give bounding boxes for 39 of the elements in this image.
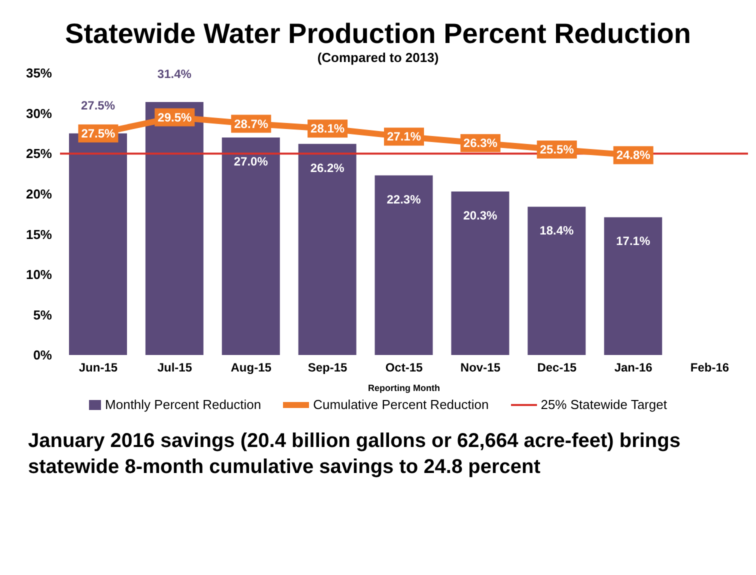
y-tick-label: 30% <box>26 106 52 121</box>
x-tick-label: Jan-16 <box>614 360 653 375</box>
x-tick-label: Sep-15 <box>308 360 348 375</box>
chart-title: Statewide Water Production Percent Reduction <box>64 18 692 50</box>
data-label: 31.4% <box>157 67 192 82</box>
bar <box>528 206 586 355</box>
data-label: 27.0% <box>234 154 268 168</box>
bar <box>451 191 510 355</box>
text: January 2016 savings (20.4 billion gallons or 62,664 acre-feet) brings statewide 8-month cumulative savings to 24.8 percent <box>28 429 682 480</box>
x-tick-label: Jul-15 <box>157 360 192 375</box>
y-tick-label: 5% <box>33 307 52 322</box>
x-axis-title: Reporting Month <box>368 383 440 393</box>
y-tick-label: 20% <box>26 186 52 202</box>
legend-label: Cumulative Percent Reduction <box>312 397 489 412</box>
y-tick-label: 10% <box>26 267 52 282</box>
y-tick-label: 25% <box>26 146 52 162</box>
data-label: 26.2% <box>310 160 345 175</box>
data-label: 27.5% <box>80 98 116 112</box>
bar <box>298 144 356 355</box>
x-tick-label: Feb-16 <box>690 360 730 375</box>
data-label: 17.1% <box>616 234 650 248</box>
legend-label: 25% Statewide Target <box>540 397 667 412</box>
y-tick-label: 0% <box>33 348 52 363</box>
x-tick-label: Nov-15 <box>460 360 501 375</box>
bar <box>145 102 204 355</box>
data-label: 20.3% <box>463 208 498 222</box>
bar <box>222 137 280 355</box>
legend-label: Monthly Percent Reduction <box>104 397 262 412</box>
data-label: 18.4% <box>540 224 574 238</box>
x-tick-label: Oct-15 <box>385 360 423 375</box>
y-tick-label: 15% <box>26 226 52 242</box>
y-tick-label: 35% <box>26 66 52 81</box>
x-tick-label: Aug-15 <box>230 360 272 375</box>
x-tick-label: Jun-15 <box>78 360 118 375</box>
bar <box>374 175 433 355</box>
chart-subtitle: (Compared to 2013) <box>316 50 440 65</box>
x-tick-label: Dec-15 <box>537 360 577 375</box>
data-label: 22.3% <box>386 192 422 206</box>
bar <box>604 217 662 355</box>
